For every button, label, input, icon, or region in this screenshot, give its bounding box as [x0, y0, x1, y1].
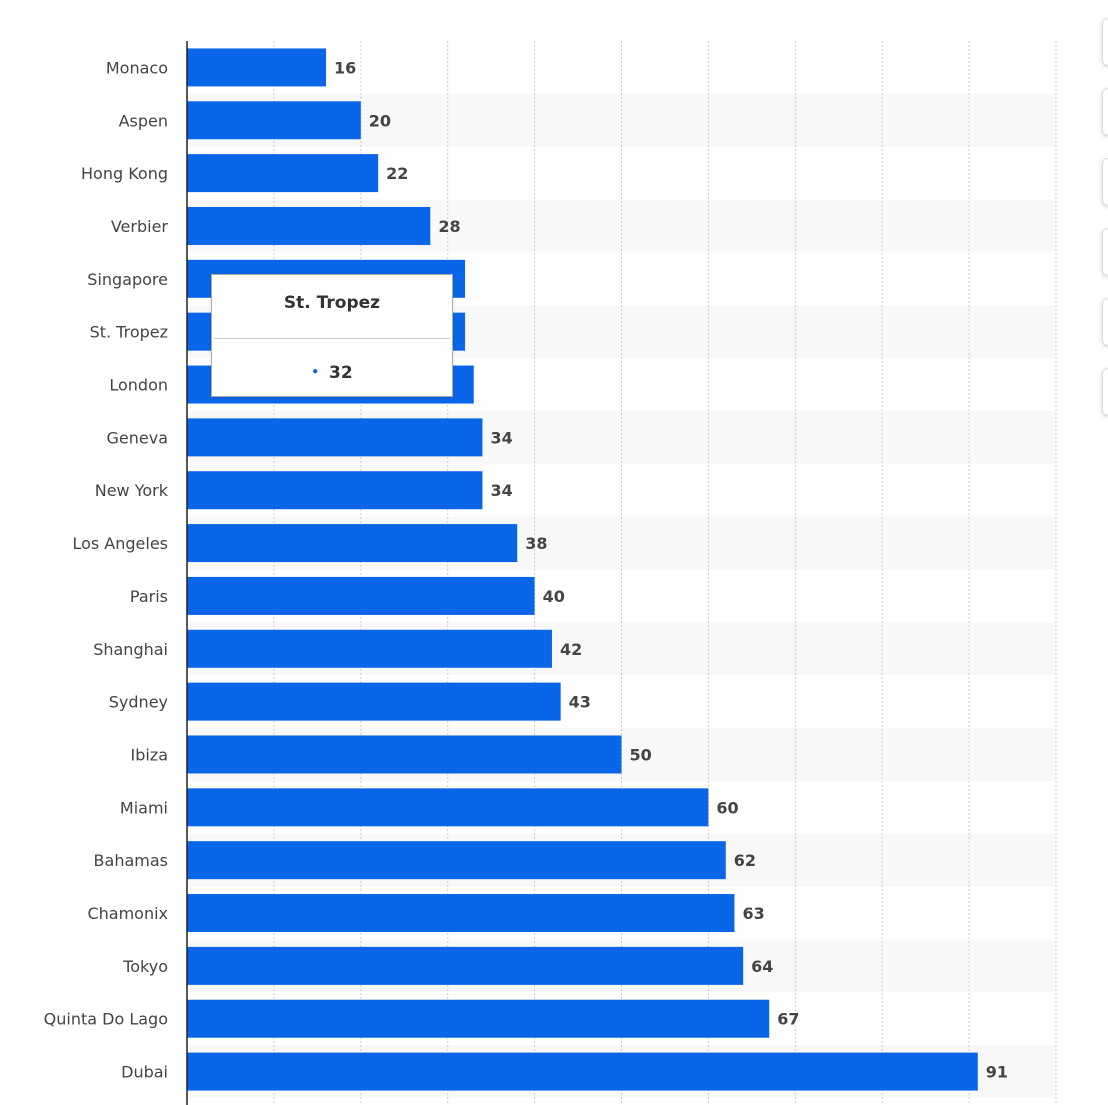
- category-label: Ibiza: [130, 745, 168, 764]
- bar: [187, 1052, 978, 1091]
- category-label: Verbier: [111, 217, 169, 236]
- bar: [187, 154, 379, 193]
- category-label: Singapore: [87, 270, 168, 289]
- bar: [187, 524, 518, 563]
- category-label: St. Tropez: [90, 323, 168, 342]
- bar: [187, 788, 709, 827]
- category-labels: Monaco Aspen Hong Kong Verbier Singapore St. …: [44, 58, 169, 1081]
- category-label: Bahamas: [94, 851, 168, 870]
- value-label: 62: [734, 851, 756, 870]
- tooltip-value-row: • 32: [212, 363, 452, 383]
- side-toolbar-tab[interactable]: [1102, 368, 1108, 416]
- bar: [187, 576, 535, 615]
- side-toolbar-tab[interactable]: [1102, 158, 1108, 206]
- category-label: Aspen: [119, 111, 168, 130]
- value-label: 63: [742, 904, 764, 923]
- value-label: 16: [334, 58, 356, 77]
- value-label: 40: [543, 587, 565, 606]
- category-label: Miami: [120, 798, 168, 817]
- value-label: 34: [490, 428, 512, 447]
- category-label: London: [109, 376, 168, 395]
- tooltip-value: 32: [329, 363, 353, 383]
- value-label: 22: [386, 164, 408, 183]
- chart-tooltip: St. Tropez • 32: [211, 274, 453, 397]
- side-toolbar-tab[interactable]: [1102, 228, 1108, 276]
- bar: [187, 629, 552, 668]
- bar: [187, 471, 483, 510]
- category-label: Tokyo: [122, 957, 168, 976]
- tooltip-divider: [214, 338, 450, 339]
- value-label: 67: [777, 1010, 799, 1029]
- value-label: 28: [438, 217, 460, 236]
- bar: [187, 735, 622, 774]
- bar: [187, 682, 561, 721]
- side-toolbar-tab[interactable]: [1102, 88, 1108, 136]
- bars: [187, 48, 978, 1091]
- category-label: Chamonix: [87, 904, 168, 923]
- category-label: Paris: [130, 587, 168, 606]
- bar: [187, 48, 327, 87]
- tooltip-title: St. Tropez: [283, 293, 381, 313]
- value-label: 43: [569, 693, 591, 712]
- value-labels: 16 20 22 28 34 34 38 40 42 43 50 60 62 63 64 67 91: [334, 58, 1008, 1081]
- category-label: Sydney: [109, 693, 168, 712]
- category-label: Geneva: [107, 428, 169, 447]
- category-label: Hong Kong: [81, 164, 168, 183]
- side-toolbar-tab[interactable]: [1102, 18, 1108, 66]
- bar: [187, 841, 726, 880]
- bar: [187, 418, 483, 457]
- value-label: 60: [716, 798, 738, 817]
- category-label: New York: [95, 481, 169, 500]
- value-label: 20: [369, 111, 391, 130]
- category-label: Monaco: [106, 58, 168, 77]
- value-label: 42: [560, 640, 582, 659]
- bar: [187, 999, 770, 1038]
- category-label: Quinta Do Lago: [44, 1010, 168, 1029]
- value-label: 91: [986, 1063, 1008, 1082]
- category-label: Los Angeles: [72, 534, 168, 553]
- bar: [187, 101, 361, 140]
- value-label: 64: [751, 957, 773, 976]
- series-dot-icon: •: [311, 365, 319, 379]
- bar: [187, 946, 744, 985]
- category-label: Dubai: [121, 1063, 168, 1082]
- bar: [187, 206, 431, 245]
- category-label: Shanghai: [93, 640, 168, 659]
- value-label: 34: [490, 481, 512, 500]
- value-label: 38: [525, 534, 547, 553]
- side-toolbar-tab[interactable]: [1102, 298, 1108, 346]
- value-label: 50: [630, 745, 652, 764]
- bar: [187, 894, 735, 933]
